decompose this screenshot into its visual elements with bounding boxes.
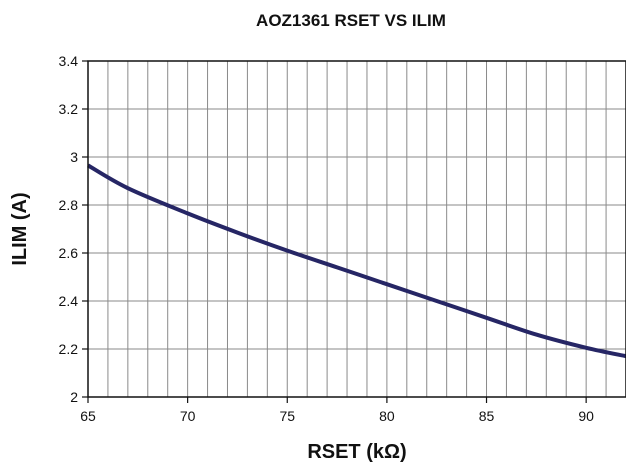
x-axis-tick-labels: 65 70 75 80 85 90 xyxy=(80,408,594,424)
grid xyxy=(88,61,626,397)
x-tick-label: 65 xyxy=(80,408,96,424)
plot-area xyxy=(86,163,626,359)
chart-title: AOZ1361 RSET VS ILIM xyxy=(256,11,446,30)
y-tick-label: 2.8 xyxy=(59,197,79,213)
y-tick-label: 3.2 xyxy=(59,101,79,117)
x-tick-label: 70 xyxy=(180,408,196,424)
series-line xyxy=(86,163,626,359)
y-tick-label: 3 xyxy=(70,149,78,165)
y-tick-label: 2.4 xyxy=(59,293,79,309)
x-tick-label: 75 xyxy=(279,408,295,424)
y-tick-label: 2.6 xyxy=(59,245,79,261)
x-tick-label: 90 xyxy=(578,408,594,424)
y-tick-label: 2 xyxy=(70,389,78,405)
x-tick-label: 85 xyxy=(479,408,495,424)
axis-ticks xyxy=(82,60,587,403)
x-axis-label: RSET (kΩ) xyxy=(307,441,406,463)
plot-frame xyxy=(87,60,626,398)
y-axis-label: ILIM (A) xyxy=(9,192,31,265)
y-axis-tick-labels: 2 2.2 2.4 2.6 2.8 3 3.2 3.4 xyxy=(59,53,79,405)
y-tick-label: 2.2 xyxy=(59,341,79,357)
x-tick-label: 80 xyxy=(379,408,395,424)
y-tick-label: 3.4 xyxy=(59,53,79,69)
